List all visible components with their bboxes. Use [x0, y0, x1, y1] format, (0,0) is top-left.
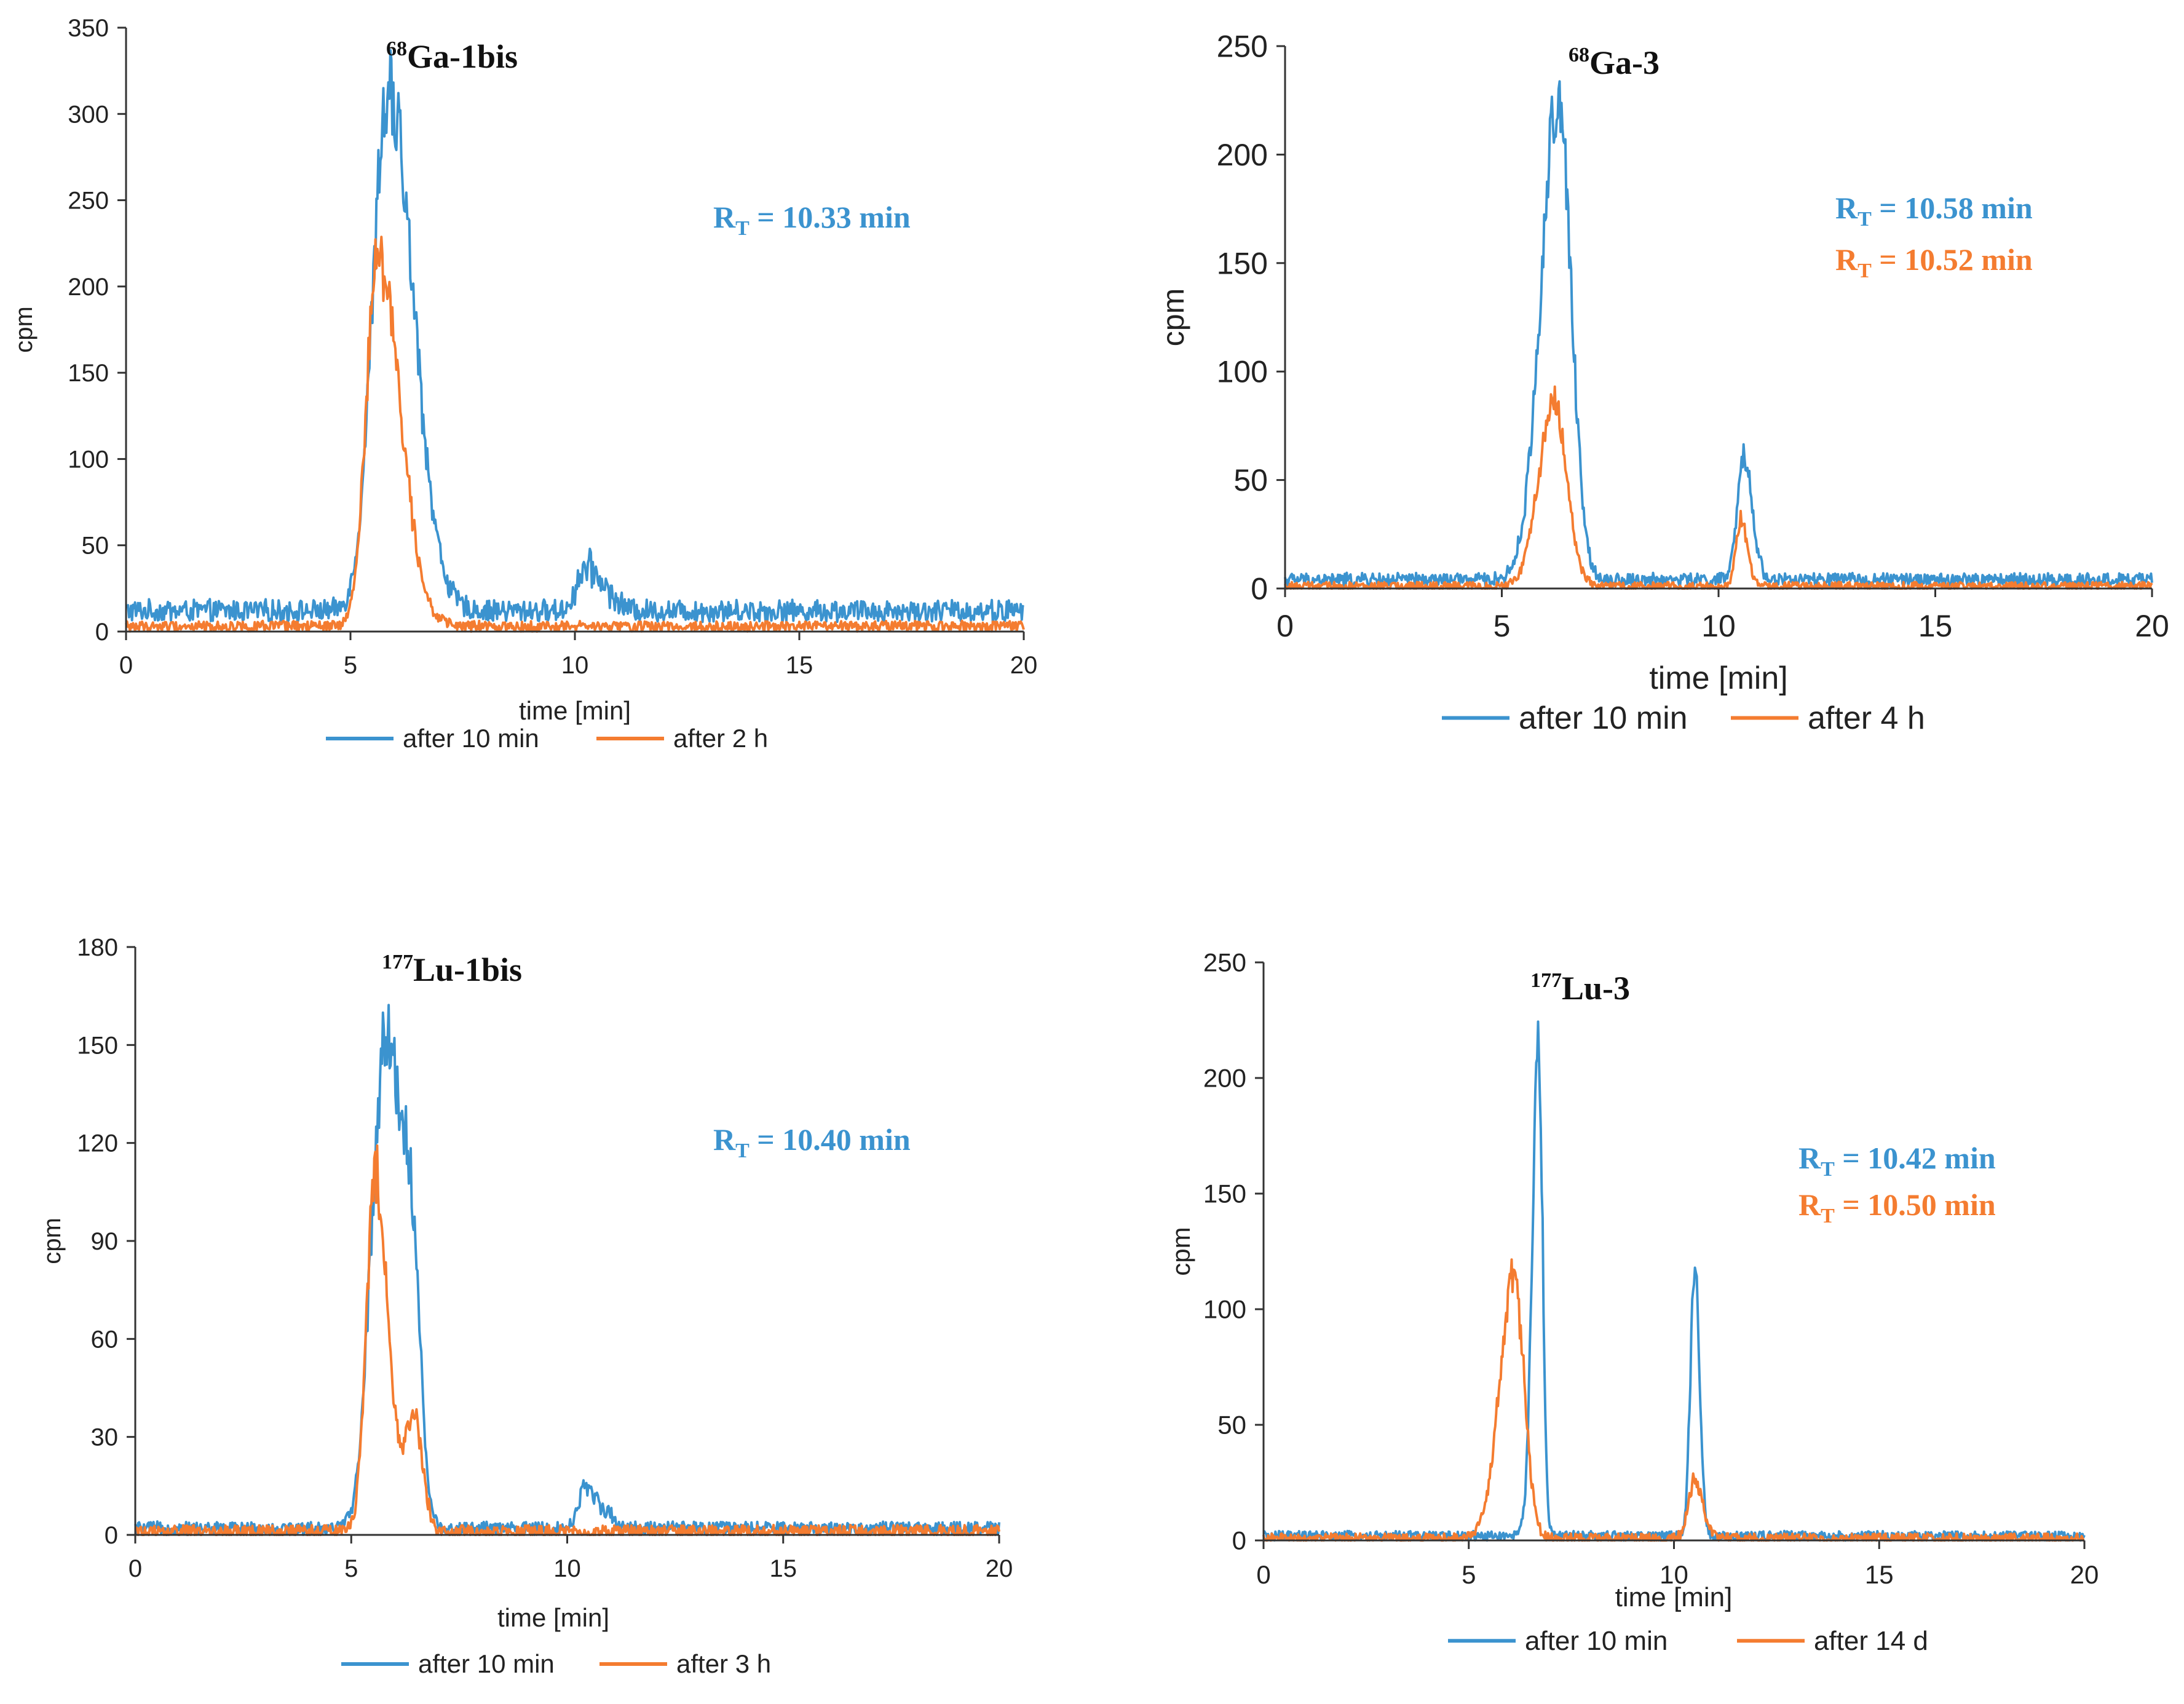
x-tick-label: 15: [770, 1555, 797, 1582]
legend-label: after 2 h: [673, 724, 768, 753]
title-isotope: 177: [382, 951, 413, 973]
series-line-orange: [125, 236, 1025, 633]
y-tick-label: 50: [82, 533, 109, 560]
x-tick-label: 5: [344, 652, 357, 679]
y-tick-label: 200: [1217, 138, 1268, 172]
retention-time-annotation: RT = 10.40 min: [713, 1122, 911, 1162]
y-tick-label: 150: [1217, 246, 1268, 280]
y-tick-label: 50: [1233, 463, 1268, 497]
x-tick-label: 0: [119, 652, 133, 679]
series-line-blue: [125, 49, 1024, 624]
y-tick-label: 30: [91, 1424, 119, 1451]
x-axis-label: time [min]: [1649, 660, 1787, 696]
x-tick-label: 10: [553, 1555, 581, 1582]
y-axis-label: cpm: [10, 306, 38, 353]
chart-title: 68Ga-3: [1569, 44, 1660, 81]
y-tick-label: 180: [77, 934, 118, 961]
x-tick-label: 10: [1701, 609, 1736, 643]
x-tick-label: 0: [129, 1555, 142, 1582]
chart-title: 68Ga-1bis: [386, 38, 518, 75]
title-compound: Ga-1bis: [407, 38, 518, 75]
chart-title: 177Lu-3: [1530, 969, 1630, 1007]
chart-panel-4: 0 50 100 150 200 250 0 5 10 15 20 time [min] cpm 177L…: [1166, 948, 2099, 1656]
retention-time-annotation: RT = 10.52 min: [1835, 242, 2033, 282]
x-tick-label: 15: [1865, 1560, 1894, 1589]
y-tick-label: 60: [91, 1326, 119, 1353]
y-axis-label: cpm: [39, 1218, 66, 1264]
x-tick-label: 15: [786, 652, 813, 679]
title-compound: Lu-1bis: [413, 951, 522, 988]
x-tick-label: 5: [344, 1555, 358, 1582]
y-tick-label: 200: [1203, 1064, 1246, 1093]
y-tick-label: 0: [95, 619, 109, 646]
x-tick-label: 0: [1276, 609, 1294, 643]
x-tick-label: 0: [1256, 1560, 1270, 1589]
y-tick-label: 200: [68, 274, 109, 301]
retention-time-annotation: RT = 10.50 min: [1798, 1187, 1996, 1227]
y-tick-label: 250: [68, 188, 109, 215]
y-axis-label: cpm: [1166, 1227, 1195, 1275]
x-axis-label: time [min]: [1615, 1582, 1733, 1612]
series-line-orange: [1262, 1258, 2085, 1542]
y-tick-label: 350: [68, 15, 109, 42]
x-tick-label: 20: [986, 1555, 1013, 1582]
legend-label: after 4 h: [1808, 700, 1925, 736]
y-tick-label: 150: [1203, 1179, 1246, 1208]
series-line-orange: [135, 1144, 1000, 1536]
y-tick-label: 100: [1217, 355, 1268, 389]
x-axis-label: time [min]: [497, 1603, 609, 1632]
y-tick-label: 0: [1251, 572, 1268, 606]
y-axis-label: cpm: [1156, 288, 1190, 346]
series-line-blue: [134, 1004, 1000, 1536]
chart-panel-3: 0 30 60 90 120 150 180 0 5 10 15 20 time [min] cpm 177…: [39, 934, 1013, 1678]
x-tick-label: 20: [2070, 1560, 2099, 1589]
chart-panel-1: 0 50 100 150 200 250 300 350 0 5 10 15 20 time [min] c…: [10, 15, 1037, 753]
retention-time-annotation: RT = 10.58 min: [1835, 191, 2033, 231]
y-tick-label: 50: [1217, 1411, 1246, 1440]
legend-label: after 10 min: [1519, 700, 1688, 736]
y-tick-label: 100: [68, 446, 109, 473]
x-tick-label: 20: [1010, 652, 1038, 679]
y-tick-label: 150: [77, 1032, 118, 1059]
title-isotope: 68: [1569, 44, 1589, 66]
legend-label: after 10 min: [403, 724, 539, 753]
y-tick-label: 150: [68, 360, 109, 387]
title-isotope: 68: [386, 38, 407, 60]
x-tick-label: 10: [1660, 1560, 1688, 1589]
retention-time-annotation: RT = 10.33 min: [713, 200, 911, 240]
title-compound: Lu-3: [1562, 970, 1630, 1007]
y-tick-label: 90: [91, 1228, 119, 1255]
y-tick-label: 0: [105, 1522, 118, 1549]
legend-label: after 10 min: [1525, 1626, 1668, 1656]
y-tick-label: 0: [1232, 1526, 1246, 1555]
y-tick-label: 120: [77, 1130, 118, 1157]
y-tick-label: 300: [68, 101, 109, 128]
x-tick-label: 20: [2135, 609, 2169, 643]
legend-label: after 3 h: [676, 1649, 771, 1678]
y-tick-label: 250: [1203, 948, 1246, 977]
series-line-orange: [1284, 385, 2153, 590]
x-axis-label: time [min]: [519, 696, 631, 725]
x-tick-label: 15: [1918, 609, 1953, 643]
retention-time-annotation: RT = 10.42 min: [1798, 1141, 1996, 1181]
chart-title: 177Lu-1bis: [382, 951, 522, 988]
legend-label: after 10 min: [418, 1649, 555, 1678]
series-line-blue: [1284, 80, 2153, 588]
chart-panel-2: 0 50 100 150 200 250 0 5 10 15 20 time [min] cpm 68Ga…: [1156, 30, 2169, 737]
legend-label: after 14 d: [1814, 1626, 1928, 1656]
y-tick-label: 100: [1203, 1295, 1246, 1324]
title-compound: Ga-3: [1589, 44, 1660, 81]
x-tick-label: 5: [1462, 1560, 1476, 1589]
x-tick-label: 10: [561, 652, 589, 679]
x-tick-label: 5: [1494, 609, 1511, 643]
title-isotope: 177: [1530, 969, 1562, 992]
series-line-blue: [1262, 1020, 2086, 1542]
y-tick-label: 250: [1217, 30, 1268, 64]
